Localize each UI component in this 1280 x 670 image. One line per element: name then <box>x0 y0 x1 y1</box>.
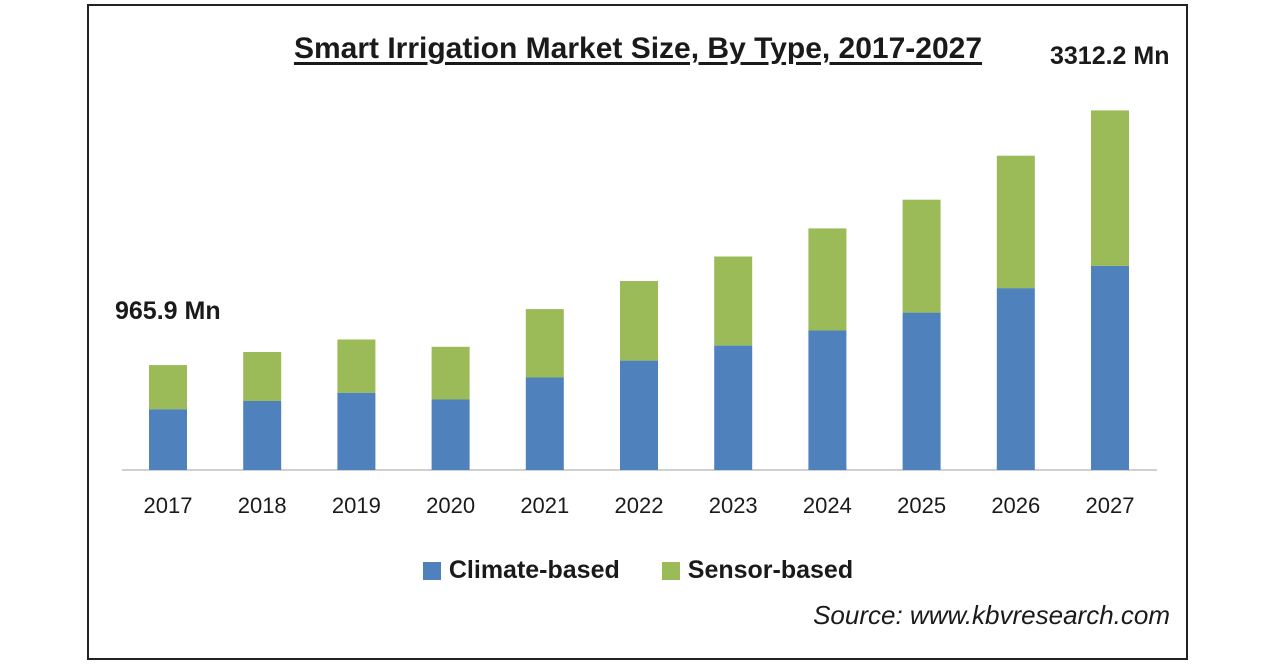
bar-climate-based-2020 <box>431 399 470 470</box>
bar-climate-based-2022 <box>620 360 658 470</box>
x-tick-label-2025: 2025 <box>897 493 946 518</box>
x-tick-label-2026: 2026 <box>991 493 1040 518</box>
chart-title: Smart Irrigation Market Size, By Type, 2… <box>293 32 983 65</box>
bar-climate-based-2027 <box>1091 265 1129 470</box>
annotation-2017-total: 965.9 Mn <box>115 297 221 326</box>
annotation-2027-total: 3312.2 Mn <box>1050 42 1170 71</box>
x-tick-label-2022: 2022 <box>615 493 664 518</box>
bar-climate-based-2017 <box>149 409 187 470</box>
bar-sensor-based-2025 <box>902 199 941 313</box>
bar-climate-based-2023 <box>714 345 753 470</box>
legend-swatch-climate-based <box>422 561 441 580</box>
legend-label-climate-based: Climate-based <box>448 556 620 584</box>
x-tick-label-2020: 2020 <box>426 493 475 518</box>
bar-sensor-based-2020 <box>431 346 470 400</box>
x-tick-label-2018: 2018 <box>238 493 287 518</box>
legend-item-sensor-based: Sensor-based <box>661 556 854 585</box>
bar-climate-based-2026 <box>996 288 1035 470</box>
bar-sensor-based-2018 <box>243 352 282 401</box>
bar-sensor-based-2019 <box>337 339 376 393</box>
bar-sensor-based-2017 <box>149 365 187 410</box>
x-tick-label-2023: 2023 <box>709 493 758 518</box>
bar-sensor-based-2024 <box>808 228 847 331</box>
x-tick-label-2027: 2027 <box>1086 493 1135 518</box>
legend-item-climate-based: Climate-based <box>422 556 620 585</box>
bar-climate-based-2025 <box>902 312 941 470</box>
bar-climate-based-2019 <box>337 392 376 470</box>
bar-climate-based-2024 <box>808 330 847 470</box>
x-tick-label-2021: 2021 <box>520 493 569 518</box>
x-tick-label-2017: 2017 <box>144 493 193 518</box>
legend: Climate-based Sensor-based <box>0 556 1276 585</box>
bar-climate-based-2018 <box>243 400 282 470</box>
bar-climate-based-2021 <box>525 377 564 470</box>
legend-swatch-sensor-based <box>661 561 680 580</box>
bar-sensor-based-2026 <box>996 155 1035 289</box>
bar-sensor-based-2021 <box>525 309 564 378</box>
legend-label-sensor-based: Sensor-based <box>687 556 854 584</box>
bar-sensor-based-2023 <box>714 256 753 346</box>
x-tick-label-2019: 2019 <box>332 493 381 518</box>
source-note: Source: www.kbvresearch.com <box>813 600 1170 630</box>
bar-sensor-based-2027 <box>1091 110 1129 266</box>
x-tick-label-2024: 2024 <box>803 493 852 518</box>
bar-sensor-based-2022 <box>620 281 658 361</box>
